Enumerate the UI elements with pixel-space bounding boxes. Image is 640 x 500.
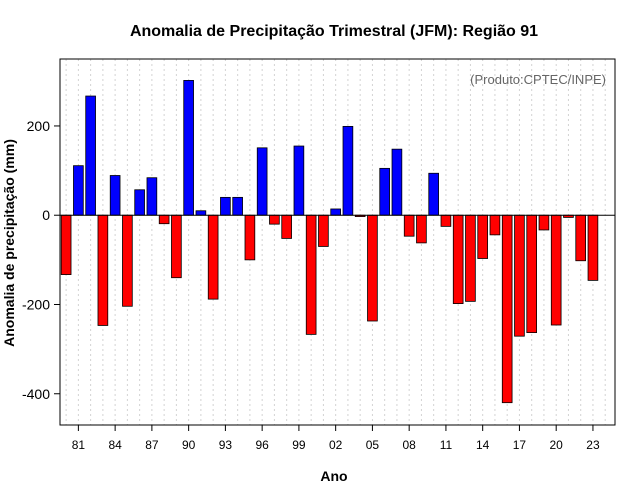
x-tick-label: 93 (219, 438, 233, 452)
y-axis-label: Anomalia de precipitação (mm) (1, 139, 17, 347)
bar-1989 (171, 214, 182, 279)
bar-2017 (514, 214, 525, 337)
bar-1996 (256, 147, 268, 216)
y-axis: -400 -200 0 200 (22, 118, 60, 402)
bar-2011 (440, 214, 452, 227)
x-tick-label: 20 (550, 438, 564, 452)
y-tick-label: -400 (22, 386, 50, 402)
bar-2010 (428, 172, 439, 216)
x-tick-label: 99 (292, 438, 306, 452)
bar-1994 (232, 196, 243, 216)
bar-1982 (85, 95, 96, 216)
bar-2000 (305, 214, 317, 335)
bar-2013 (465, 214, 476, 302)
bar-1998 (281, 214, 292, 239)
bars (60, 80, 599, 404)
bar-2006 (379, 167, 390, 216)
x-tick-label: 81 (72, 438, 86, 452)
y-tick-label: 200 (27, 118, 51, 134)
bar-1988 (158, 214, 170, 225)
bar-2019 (538, 214, 550, 231)
bar-1985 (122, 214, 133, 307)
y-tick-label: 0 (42, 207, 50, 223)
x-tick-label: 87 (145, 438, 159, 452)
x-axis-label: Ano (320, 468, 347, 484)
bar-2005 (367, 214, 378, 322)
bar-2002 (330, 208, 341, 216)
plot-frame (59, 58, 616, 426)
bar-1993 (220, 196, 231, 216)
x-tick-label: 96 (255, 438, 269, 452)
x-tick-label: 23 (586, 438, 600, 452)
x-axis: 81 84 87 90 93 96 99 02 05 08 11 14 17 20 23 (72, 425, 600, 452)
bar-1995 (244, 214, 256, 261)
bar-2018 (526, 214, 537, 334)
x-tick-label: 17 (513, 438, 527, 452)
x-tick-label: 14 (476, 438, 490, 452)
bar-2003 (342, 125, 354, 216)
x-tick-label: 11 (440, 438, 453, 452)
bar-1992 (207, 214, 219, 300)
bar-1984 (109, 175, 121, 216)
bar-1983 (97, 214, 109, 326)
bar-2012 (452, 214, 464, 304)
x-tick-label: 90 (182, 438, 196, 452)
x-tick-label: 84 (108, 438, 122, 452)
bar-1991 (195, 210, 207, 216)
bar-1981 (73, 165, 84, 216)
bar-2020 (550, 214, 562, 326)
bar-1997 (269, 214, 280, 225)
bar-2014 (477, 214, 488, 259)
bar-1987 (146, 177, 158, 216)
bar-1999 (293, 145, 305, 216)
bar-2015 (489, 214, 501, 236)
x-tick-label: 08 (402, 438, 416, 452)
bar-2008 (403, 214, 415, 237)
bar-2001 (318, 214, 329, 247)
bar-1990 (183, 80, 194, 216)
bar-1986 (134, 189, 145, 216)
bar-2009 (416, 214, 427, 244)
y-tick-label: -200 (22, 296, 50, 312)
bar-1980 (60, 214, 72, 275)
bar-2023 (587, 214, 599, 281)
bar-2016 (501, 214, 513, 404)
bar-2022 (575, 214, 586, 262)
x-tick-label: 05 (366, 438, 380, 452)
bar-2007 (391, 148, 403, 216)
chart-title: Anomalia de Precipitação Trimestral (JFM… (130, 23, 538, 40)
x-tick-label: 02 (329, 438, 343, 452)
credit-label: (Produto:CPTEC/INPE) (470, 72, 606, 87)
